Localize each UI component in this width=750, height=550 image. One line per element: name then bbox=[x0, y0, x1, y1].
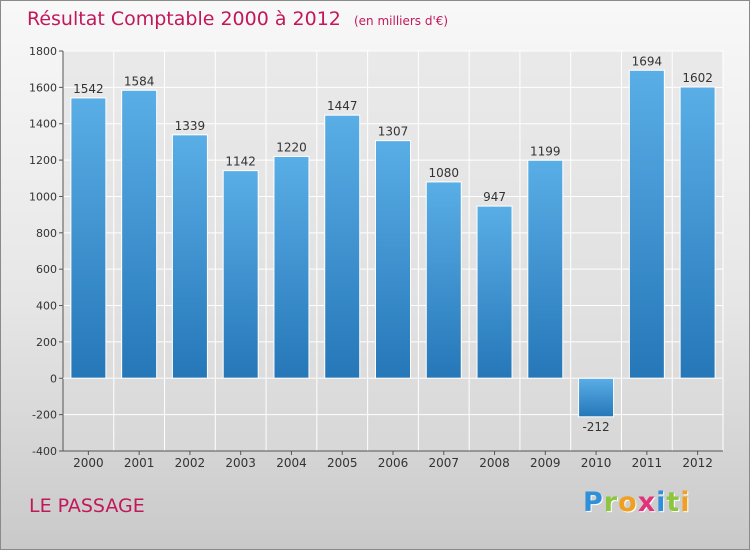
bar-2011 bbox=[628, 69, 665, 379]
value-label: 1602 bbox=[682, 71, 713, 85]
chart-title: Résultat Comptable 2000 à 2012 bbox=[27, 8, 341, 30]
bar-2004 bbox=[273, 155, 310, 379]
bar-2012 bbox=[679, 86, 716, 379]
value-label: 1307 bbox=[378, 125, 409, 139]
bar-2005 bbox=[324, 114, 361, 379]
x-tick-label: 2004 bbox=[276, 456, 307, 470]
x-tick-label: 2000 bbox=[73, 456, 104, 470]
y-tick-label: 800 bbox=[36, 227, 57, 240]
value-label: 1339 bbox=[175, 119, 206, 133]
x-tick-label: 2001 bbox=[124, 456, 155, 470]
value-label: 947 bbox=[483, 190, 506, 204]
y-tick-label: 400 bbox=[36, 300, 57, 313]
logo-letter: t bbox=[666, 487, 681, 518]
y-tick-label: -400 bbox=[32, 445, 57, 458]
x-tick-label: 2007 bbox=[428, 456, 459, 470]
bar-2007 bbox=[425, 181, 462, 379]
logo-letter: x bbox=[637, 487, 657, 518]
y-tick-label: 200 bbox=[36, 336, 57, 349]
y-tick-label: 0 bbox=[50, 372, 57, 385]
x-tick-label: 2002 bbox=[175, 456, 206, 470]
value-label: 1694 bbox=[632, 54, 663, 68]
logo-letter: r bbox=[603, 487, 619, 518]
bar-2001 bbox=[121, 89, 158, 379]
y-tick-label: 1200 bbox=[29, 154, 57, 167]
x-tick-label: 2009 bbox=[530, 456, 561, 470]
y-tick-label: 1600 bbox=[29, 81, 57, 94]
y-tick-label: 1400 bbox=[29, 118, 57, 131]
bar-2008 bbox=[476, 205, 513, 379]
value-label: 1080 bbox=[428, 166, 459, 180]
value-label: 1220 bbox=[276, 140, 307, 154]
x-tick-label: 2012 bbox=[682, 456, 713, 470]
x-tick-label: 2005 bbox=[327, 456, 358, 470]
y-tick-label: 600 bbox=[36, 263, 57, 276]
x-tick-label: 2010 bbox=[581, 456, 612, 470]
bar-2010 bbox=[578, 377, 615, 418]
logo-letter: o bbox=[618, 487, 638, 518]
title-row: Résultat Comptable 2000 à 2012 (en milli… bbox=[27, 8, 448, 30]
x-tick-label: 2008 bbox=[479, 456, 510, 470]
bar-2003 bbox=[222, 170, 259, 379]
value-label: 1199 bbox=[530, 144, 561, 158]
x-tick-label: 2006 bbox=[378, 456, 409, 470]
value-label: -212 bbox=[582, 420, 609, 434]
proxiti-logo: Proxiti bbox=[583, 487, 691, 518]
commune-name: LE PASSAGE bbox=[29, 495, 145, 517]
x-tick-label: 2011 bbox=[632, 456, 663, 470]
value-label: 1542 bbox=[73, 82, 104, 96]
x-tick-label: 2003 bbox=[225, 456, 256, 470]
y-tick-label: -200 bbox=[32, 409, 57, 422]
logo-letter: i bbox=[656, 487, 667, 518]
bar-2002 bbox=[171, 134, 208, 379]
y-tick-label: 1800 bbox=[29, 45, 57, 58]
value-label: 1142 bbox=[225, 155, 256, 169]
bar-2000 bbox=[70, 97, 107, 379]
logo-letter: P bbox=[583, 487, 604, 518]
y-tick-label: 1000 bbox=[29, 190, 57, 203]
bar-2006 bbox=[375, 140, 411, 379]
bar-2009 bbox=[527, 159, 564, 379]
value-label: 1584 bbox=[124, 74, 155, 88]
chart-unit-note: (en milliers d'€) bbox=[353, 14, 449, 28]
value-label: 1447 bbox=[327, 99, 358, 113]
logo-letter: i bbox=[680, 487, 691, 518]
